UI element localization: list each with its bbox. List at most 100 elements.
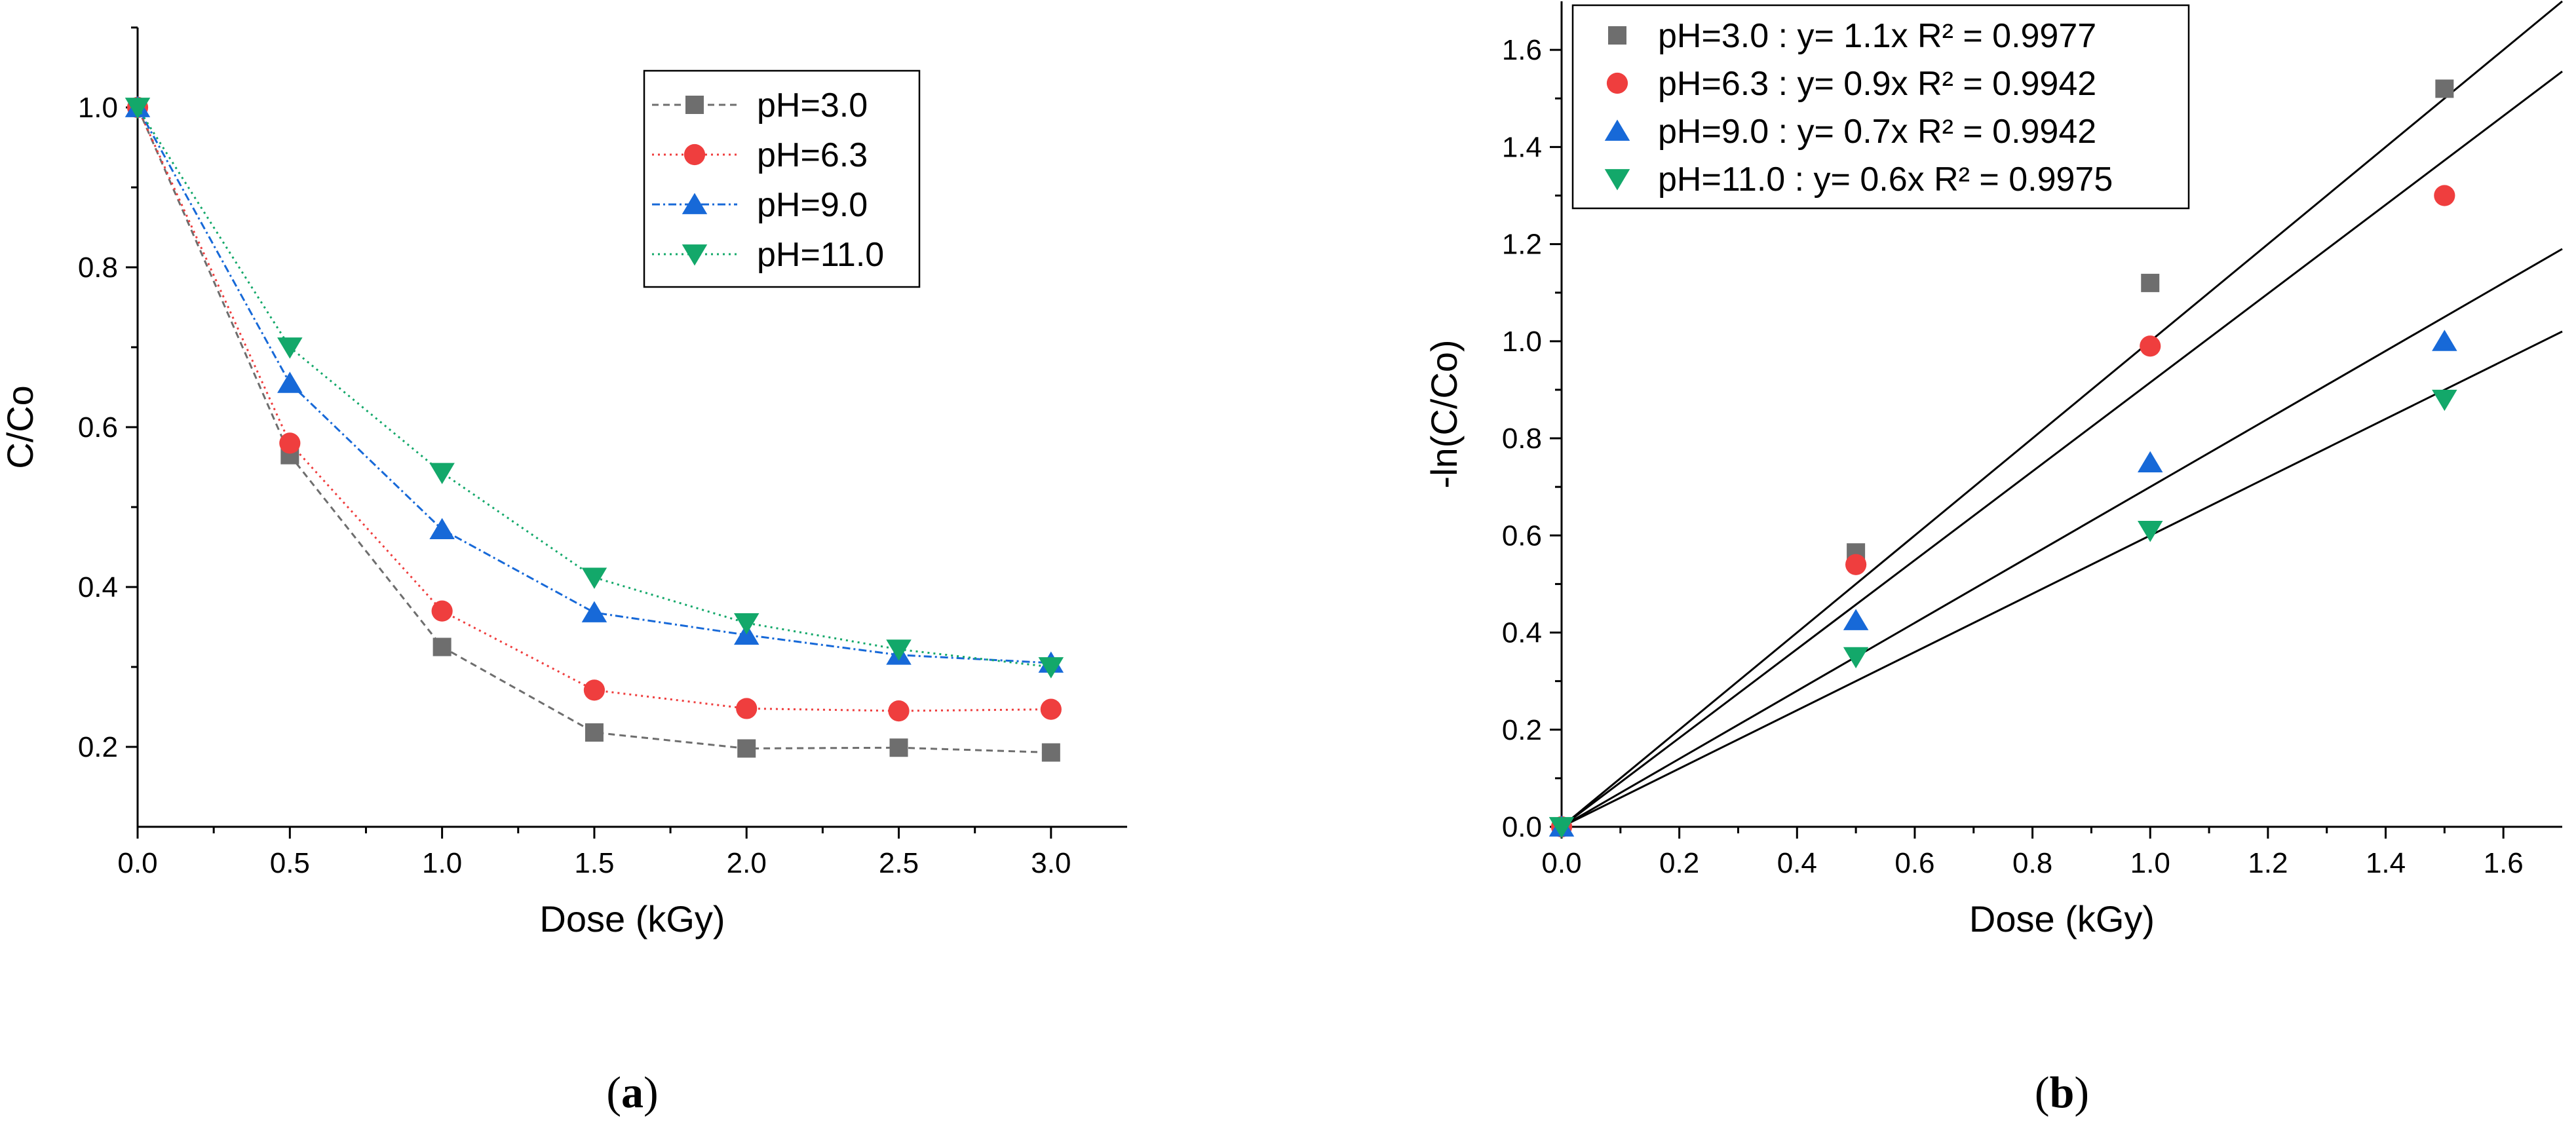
series-1 bbox=[1550, 185, 2455, 838]
legend-label-1: pH=6.3 : y= 0.9x R² = 0.9942 bbox=[1658, 65, 2096, 103]
y-tick-label: 1.2 bbox=[1502, 229, 1542, 261]
x-tick-label: 1.0 bbox=[422, 847, 462, 879]
y-tick-label: 1.0 bbox=[78, 92, 118, 124]
data-point-s0-p2 bbox=[2141, 273, 2160, 292]
x-tick-label: 1.6 bbox=[2484, 847, 2524, 879]
x-tick-label: 2.5 bbox=[879, 847, 919, 879]
x-tick-label: 0.4 bbox=[1777, 847, 1817, 879]
series-2 bbox=[1548, 330, 2457, 837]
y-tick-label: 0.4 bbox=[78, 571, 118, 603]
series-3 bbox=[1548, 389, 2457, 839]
panel-caption: (a) bbox=[606, 1067, 658, 1117]
y-tick-label: 0.8 bbox=[1502, 423, 1542, 455]
data-point-s2-p2 bbox=[2137, 451, 2163, 472]
y-axis-title: -ln(C/Co) bbox=[1423, 339, 1465, 488]
data-point-s1-p1 bbox=[279, 432, 301, 454]
y-tick-label: 1.6 bbox=[1502, 34, 1542, 66]
fit-line-series-0 bbox=[1561, 0, 2563, 828]
fit-line-series-1 bbox=[1561, 70, 2563, 828]
fit-line-series-2 bbox=[1561, 248, 2563, 828]
y-tick-label: 1.0 bbox=[1502, 326, 1542, 358]
panel-caption: (b) bbox=[2035, 1067, 2089, 1117]
data-point-s1-p3 bbox=[583, 679, 606, 701]
data-point-s3-p1 bbox=[1843, 647, 1869, 669]
data-point-s2-p1 bbox=[1843, 609, 1869, 630]
caption-open: ( bbox=[606, 1067, 621, 1117]
data-point-s1-p2 bbox=[431, 600, 453, 622]
y-tick-label: 0.2 bbox=[78, 731, 118, 763]
y-tick-label: 0.2 bbox=[1502, 714, 1542, 746]
legend-marker-3 bbox=[682, 244, 708, 266]
x-tick-label: 3.0 bbox=[1031, 847, 1071, 879]
y-tick-label: 1.4 bbox=[1502, 131, 1542, 163]
x-tick-label: 1.0 bbox=[2130, 847, 2170, 879]
data-point-s3-p2 bbox=[2137, 521, 2163, 542]
data-point-s3-p3 bbox=[581, 567, 607, 589]
data-point-s0-p3 bbox=[585, 723, 604, 742]
series-3 bbox=[125, 98, 1064, 679]
x-tick-label: 0.0 bbox=[117, 847, 157, 879]
data-point-s0-p6 bbox=[1041, 743, 1060, 762]
caption-letter: b bbox=[2050, 1067, 2075, 1117]
legend: pH=3.0 pH=6.3 pH=9.0 pH=11.0 bbox=[643, 69, 921, 288]
legend-label-0: pH=3.0 bbox=[757, 86, 868, 124]
data-point-s1-p1 bbox=[1845, 554, 1867, 575]
data-point-s1-p5 bbox=[888, 700, 910, 722]
legend-marker-1 bbox=[1606, 72, 1628, 94]
legend-label-0: pH=3.0 : y= 1.1x R² = 0.9977 bbox=[1658, 17, 2096, 55]
caption-letter: a bbox=[621, 1067, 644, 1117]
legend: pH=3.0 : y= 1.1x R² = 0.9977 pH=6.3 : y= … bbox=[1571, 4, 2190, 210]
data-point-s3-p0 bbox=[1548, 817, 1575, 839]
y-tick-label: 0.6 bbox=[1502, 520, 1542, 552]
data-point-s0-p5 bbox=[889, 738, 908, 757]
legend-label-2: pH=9.0 : y= 0.7x R² = 0.9942 bbox=[1658, 113, 2096, 151]
data-point-s3-p3 bbox=[2432, 389, 2457, 411]
x-axis-title: Dose (kGy) bbox=[539, 898, 725, 939]
data-point-s1-p3 bbox=[2434, 185, 2455, 206]
legend-label-3: pH=11.0 : y= 0.6x R² = 0.9975 bbox=[1658, 161, 2113, 199]
caption-close: ) bbox=[2074, 1067, 2089, 1117]
data-point-s2-p3 bbox=[581, 601, 607, 622]
series-0 bbox=[128, 98, 1060, 762]
legend-label-3: pH=11.0 bbox=[757, 236, 884, 274]
legend-marker-2 bbox=[1604, 119, 1630, 141]
legend-marker-1 bbox=[683, 143, 706, 166]
x-tick-label: 0.8 bbox=[2012, 847, 2052, 879]
legend-marker-2 bbox=[682, 193, 708, 214]
legend-marker-0 bbox=[1608, 26, 1626, 45]
legend-label-1: pH=6.3 bbox=[757, 136, 868, 174]
data-point-s3-p5 bbox=[886, 639, 912, 661]
x-tick-label: 0.5 bbox=[270, 847, 310, 879]
series-1 bbox=[126, 96, 1062, 722]
x-tick-label: 0.2 bbox=[1659, 847, 1699, 879]
data-point-s2-p1 bbox=[277, 371, 303, 393]
data-point-s3-p0 bbox=[125, 98, 151, 119]
y-tick-label: 0.4 bbox=[1502, 617, 1542, 649]
data-point-s1-p6 bbox=[1040, 698, 1062, 720]
legend-label-2: pH=9.0 bbox=[757, 186, 868, 224]
x-tick-label: 1.2 bbox=[2248, 847, 2288, 879]
legend-marker-0 bbox=[685, 96, 704, 114]
data-point-s0-p2 bbox=[433, 637, 452, 656]
data-point-s1-p4 bbox=[736, 698, 758, 719]
y-tick-label: 0.8 bbox=[78, 252, 118, 284]
data-point-s3-p6 bbox=[1038, 657, 1064, 679]
data-point-s2-p3 bbox=[2432, 330, 2457, 351]
x-tick-label: 0.0 bbox=[1541, 847, 1581, 879]
data-point-s2-p2 bbox=[429, 518, 455, 540]
chart-panel-b: 0.0 0.2 0.4 0.6 0.8 1.0 1.2 1.4 1.6 0.0 0.2 0.4 0.6 0… bbox=[1423, 0, 2563, 1117]
y-tick-label: 0.0 bbox=[1502, 811, 1542, 843]
data-point-s3-p2 bbox=[429, 463, 455, 485]
data-point-s1-p2 bbox=[2140, 335, 2161, 357]
legend-marker-3 bbox=[1604, 169, 1630, 191]
chart-panel-a: 0.0 0.5 1.0 1.5 2.0 2.5 3.0 0.2 0.4 0.6 0.8 1.0 Dose… bbox=[0, 26, 1127, 1117]
x-tick-label: 1.5 bbox=[574, 847, 614, 879]
legend-box bbox=[1571, 4, 2190, 210]
data-point-s3-p4 bbox=[733, 613, 759, 635]
x-axis-title: Dose (kGy) bbox=[1969, 898, 2155, 939]
caption-open: ( bbox=[2035, 1067, 2050, 1117]
data-point-s3-p1 bbox=[277, 337, 303, 359]
fit-line-series-3 bbox=[1561, 330, 2563, 828]
caption-close: ) bbox=[644, 1067, 659, 1117]
y-axis-title: C/Co bbox=[0, 385, 41, 469]
